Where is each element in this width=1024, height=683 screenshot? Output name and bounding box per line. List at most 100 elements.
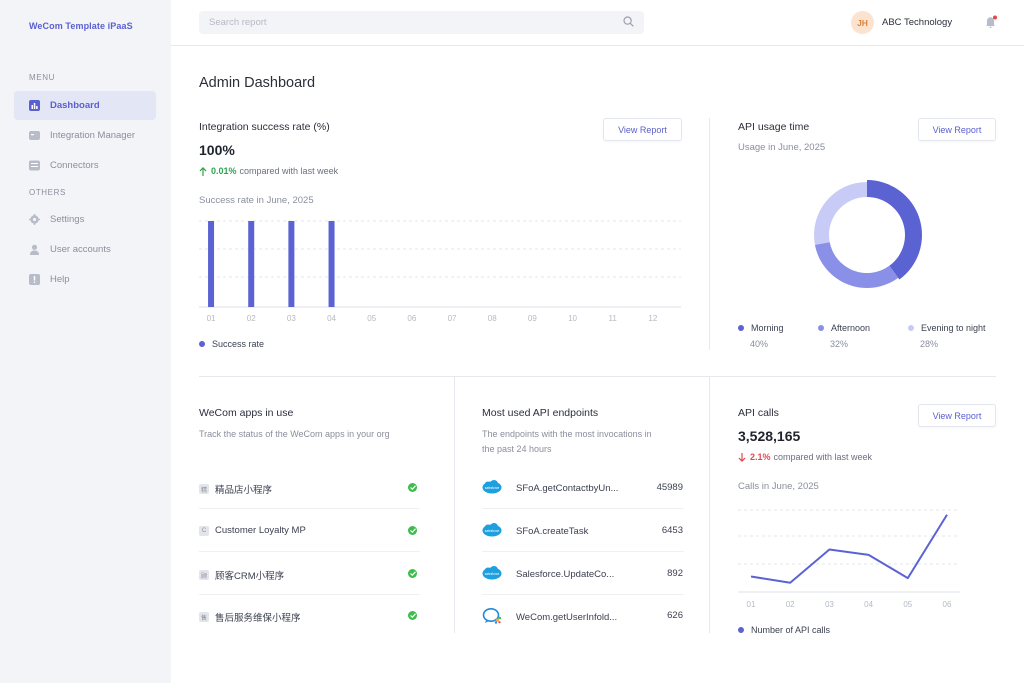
sidebar-item-label: Dashboard xyxy=(50,100,100,111)
endpoint-row[interactable]: salesforce SFoA.getContactbyUn... xyxy=(482,480,618,497)
x-tick-label: 02 xyxy=(786,600,795,609)
change-text: compared with last week xyxy=(773,452,873,462)
legend-morning: Morning xyxy=(738,323,784,333)
api-calls-title: API calls xyxy=(738,407,779,419)
wecom-icon xyxy=(482,607,502,627)
bar xyxy=(288,221,295,307)
donut-slice xyxy=(814,242,899,288)
change-percentage: 2.1% xyxy=(750,452,771,462)
row-separator xyxy=(482,508,684,509)
x-tick-label: 07 xyxy=(448,314,457,323)
column-divider xyxy=(709,118,710,350)
x-tick-label: 01 xyxy=(207,314,216,323)
sidebar-item-label: User accounts xyxy=(50,244,111,255)
bar xyxy=(208,221,215,307)
check-circle-icon xyxy=(408,611,417,620)
api-calls-view-report-button[interactable]: View Report xyxy=(918,404,996,427)
arrow-down-icon xyxy=(738,452,746,462)
search-box[interactable] xyxy=(199,11,644,34)
legend-dot xyxy=(738,627,744,633)
grid-icon xyxy=(29,160,40,171)
api-usage-subtitle: Usage in June, 2025 xyxy=(738,142,826,153)
brand-name[interactable]: WeCom Template iPaaS xyxy=(29,21,133,31)
bar-chart-icon xyxy=(29,100,40,111)
legend-dot xyxy=(199,341,205,347)
x-tick-label: 03 xyxy=(825,600,834,609)
folder-icon xyxy=(29,130,40,141)
search-icon[interactable] xyxy=(623,14,634,32)
salesforce-icon: salesforce xyxy=(482,480,502,497)
x-tick-label: 04 xyxy=(327,314,336,323)
x-tick-label: 10 xyxy=(568,314,577,323)
x-tick-label: 01 xyxy=(747,600,756,609)
check-circle-icon xyxy=(408,483,417,492)
sidebar-item-settings[interactable]: Settings xyxy=(14,205,156,234)
check-circle-icon xyxy=(408,526,417,535)
api-usage-title: API usage time xyxy=(738,121,810,133)
endpoint-row[interactable]: salesforce Salesforce.UpdateCo... xyxy=(482,566,614,583)
avatar[interactable]: JH xyxy=(851,11,874,34)
endpoint-count: 6453 xyxy=(661,525,683,536)
svg-text:salesforce: salesforce xyxy=(485,486,500,490)
donut-slice xyxy=(814,181,867,245)
endpoint-name: SFoA.createTask xyxy=(516,526,589,537)
app-icon: 顾 xyxy=(199,570,209,580)
sidebar-item-label: Settings xyxy=(50,214,85,225)
change-percentage: 0.01% xyxy=(211,166,237,176)
sidebar-item-integration-manager[interactable]: Integration Manager xyxy=(14,121,156,150)
endpoint-name: Salesforce.UpdateCo... xyxy=(516,569,615,580)
integration-card-title: Integration success rate (%) xyxy=(199,121,330,133)
endpoints-card-title: Most used API endpoints xyxy=(482,407,599,419)
row-separator xyxy=(199,594,420,595)
x-tick-label: 05 xyxy=(903,600,912,609)
sidebar-item-label: Help xyxy=(50,274,70,285)
integration-chart-subtitle: Success rate in June, 2025 xyxy=(199,195,314,206)
app-name: 精品店小程序 xyxy=(215,485,273,496)
sidebar-item-user-accounts[interactable]: User accounts xyxy=(14,235,156,264)
app-row[interactable]: C Customer Loyalty MP xyxy=(199,525,306,536)
salesforce-icon: salesforce xyxy=(482,566,502,583)
x-tick-label: 06 xyxy=(407,314,416,323)
app-row[interactable]: 顾 顾客CRM小程序 xyxy=(199,568,284,582)
integration-change: 0.01% compared with last week xyxy=(199,166,338,176)
legend-label: Evening to night xyxy=(921,323,986,333)
check-circle-icon xyxy=(408,569,417,578)
svg-text:salesforce: salesforce xyxy=(485,572,500,576)
app-row[interactable]: 精 精品店小程序 xyxy=(199,482,272,496)
x-tick-label: 05 xyxy=(367,314,376,323)
integration-view-report-button[interactable]: View Report xyxy=(603,118,682,141)
x-tick-label: 09 xyxy=(528,314,537,323)
sidebar-item-connectors[interactable]: Connectors xyxy=(14,151,156,180)
app-name: 顾客CRM小程序 xyxy=(215,571,285,582)
legend-dot xyxy=(818,325,824,331)
endpoint-count: 45989 xyxy=(656,482,683,493)
app-row[interactable]: 售 售后服务维保小程序 xyxy=(199,610,301,624)
legend-value: 40% xyxy=(750,339,769,349)
row-divider xyxy=(199,376,996,377)
legend-dot xyxy=(738,325,744,331)
endpoint-count: 626 xyxy=(667,610,683,621)
api-usage-view-report-button[interactable]: View Report xyxy=(918,118,996,141)
legend-value: 28% xyxy=(920,339,939,349)
endpoint-row[interactable]: WeCom.getUserInfold... xyxy=(482,607,617,627)
row-separator xyxy=(482,551,684,552)
endpoints-subtitle: the past 24 hours xyxy=(482,444,552,454)
app-icon: 售 xyxy=(199,612,209,622)
bell-icon[interactable] xyxy=(984,15,998,29)
change-text: compared with last week xyxy=(239,166,339,176)
api-calls-change: 2.1% compared with last week xyxy=(738,452,872,462)
sidebar-item-label: Connectors xyxy=(50,160,99,171)
sidebar-item-help[interactable]: Help xyxy=(14,265,156,294)
endpoint-name: WeCom.getUserInfold... xyxy=(516,611,618,623)
search-input[interactable] xyxy=(209,17,623,28)
svg-text:salesforce: salesforce xyxy=(485,529,500,533)
endpoint-row[interactable]: salesforce SFoA.createTask xyxy=(482,523,588,540)
help-icon xyxy=(29,274,40,285)
api-calls-value: 3,528,165 xyxy=(738,428,801,444)
x-tick-label: 04 xyxy=(864,600,873,609)
sidebar-item-dashboard[interactable]: Dashboard xyxy=(14,91,156,120)
org-name[interactable]: ABC Technology xyxy=(882,17,953,28)
